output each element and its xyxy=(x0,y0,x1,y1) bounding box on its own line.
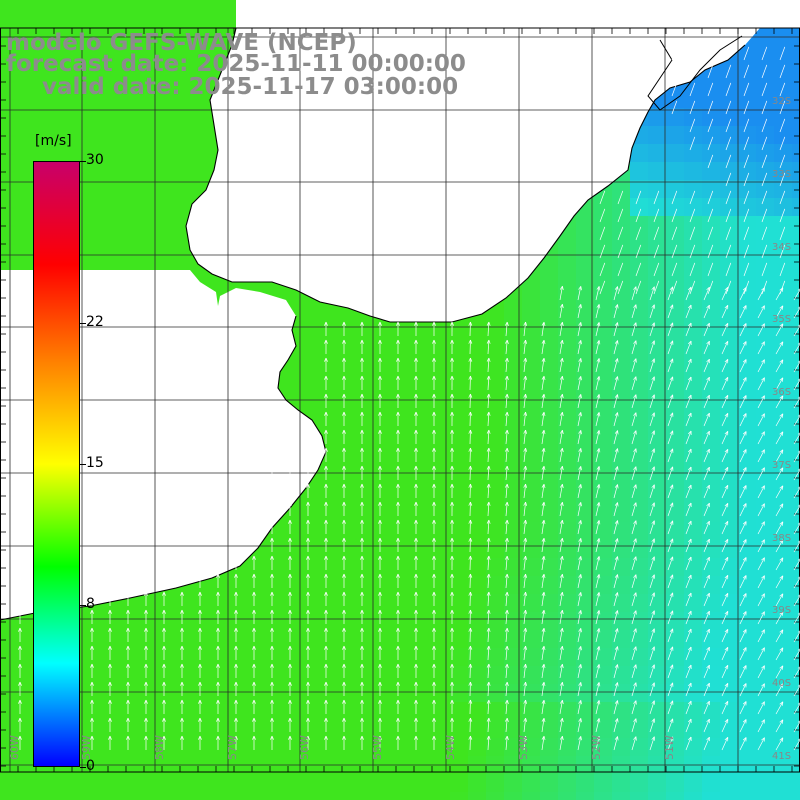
latitude-label: 35S xyxy=(772,314,791,325)
colorbar-tick-mark xyxy=(80,464,86,465)
colorbar-tick-label: 0 xyxy=(86,758,95,774)
model-title: modelo GEFS-WAVE (NCEP) xyxy=(6,30,357,56)
longitude-label: 57W xyxy=(226,735,239,760)
lagoon-coastline xyxy=(647,35,743,111)
longitude-label: 52W xyxy=(590,735,603,760)
longitude-label: 55W xyxy=(371,735,384,760)
latitude-label: 38S xyxy=(772,533,791,544)
longitude-label: 54W xyxy=(444,735,457,760)
latitude-label: 33S xyxy=(772,169,791,180)
longitude-label: 59W xyxy=(80,735,93,760)
latitude-label: 41S xyxy=(772,751,791,762)
colorbar-tick-label: 22 xyxy=(86,313,104,330)
latitude-label: 37S xyxy=(772,460,791,471)
longitude-label: 53W xyxy=(517,735,530,760)
south-coastline xyxy=(0,315,327,621)
longitude-label: 60W xyxy=(8,735,21,760)
north-coastline xyxy=(185,27,746,323)
colorbar xyxy=(33,161,80,767)
colorbar-tick-mark xyxy=(80,767,86,768)
forecast-date: forecast date: 2025-11-11 00:00:00 xyxy=(6,51,466,77)
colorbar-tick-mark xyxy=(80,161,86,162)
axis-labels: 60W 59W 58W 57W 56W 55W 54W 53W 52W 51W 32S 33S 34S 3… xyxy=(8,96,791,762)
longitude-label: 58W xyxy=(153,735,166,760)
colorbar-tick-label: 15 xyxy=(86,455,104,471)
land-area xyxy=(0,0,800,620)
colorbar-tick-mark xyxy=(80,605,86,607)
latitude-label: 39S xyxy=(772,605,791,616)
latitude-label: 40S xyxy=(772,678,791,689)
colorbar-tick-mark xyxy=(80,322,86,324)
valid-date: valid date: 2025-11-17 03:00:00 xyxy=(42,74,459,100)
colorbar-tick-label: 8 xyxy=(86,596,95,613)
latitude-label: 36S xyxy=(772,387,791,398)
latitude-label: 32S xyxy=(772,96,791,107)
latitude-label: 34S xyxy=(772,242,791,253)
colorbar-tick-label: 30 xyxy=(86,152,104,168)
longitude-label: 51W xyxy=(663,735,676,760)
colorbar-unit-label: [m/s] xyxy=(35,133,72,149)
longitude-label: 56W xyxy=(298,735,311,760)
